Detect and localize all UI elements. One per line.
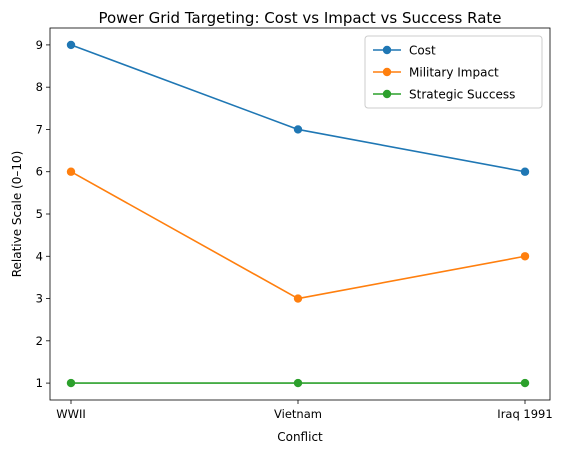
data-point-cost: [520, 167, 530, 176]
y-tick-label: 9: [36, 38, 43, 52]
y-tick-label: 5: [36, 207, 43, 221]
series-layer: [66, 40, 530, 388]
data-point-military-impact: [293, 294, 303, 303]
y-tick-label: 3: [36, 292, 43, 306]
chart-title: Power Grid Targeting: Cost vs Impact vs …: [98, 9, 501, 27]
legend-item-strategic-success: Strategic Success: [373, 88, 515, 102]
legend-item-cost: Cost: [373, 44, 436, 58]
legend-label: Cost: [409, 44, 436, 58]
legend-box: [364, 35, 543, 109]
x-tick-label: WWII: [56, 407, 86, 421]
data-point-strategic-success: [293, 378, 303, 388]
y-tick-label: 8: [36, 80, 43, 94]
data-point-cost: [66, 40, 76, 50]
x-tick-label: Iraq 1991: [497, 407, 552, 421]
series-military-impact: [66, 167, 530, 303]
x-tick-label: Vietnam: [274, 407, 322, 421]
legend-label: Military Impact: [409, 66, 499, 80]
series-line-military-impact: [70, 171, 526, 300]
y-axis-label: Relative Scale (0–10): [10, 151, 24, 278]
y-axis: 1 2 3 4 5 6 7 8 9: [36, 38, 50, 390]
legend: Cost Military Impact Strategic Success: [364, 35, 543, 109]
series-cost: [66, 40, 530, 176]
y-tick-label: 1: [36, 376, 43, 390]
legend-label: Strategic Success: [409, 88, 515, 102]
legend-swatch-marker: [382, 67, 392, 77]
y-tick-label: 6: [36, 165, 43, 179]
data-point-strategic-success: [520, 378, 530, 388]
legend-item-military-impact: Military Impact: [373, 66, 499, 80]
legend-swatch-marker: [382, 45, 392, 55]
data-point-military-impact: [66, 167, 76, 176]
y-tick-label: 2: [36, 334, 43, 348]
data-point-cost: [293, 125, 303, 134]
x-axis: WWII Vietnam Iraq 1991: [56, 400, 553, 421]
data-point-military-impact: [520, 252, 530, 261]
y-tick-label: 7: [36, 122, 43, 136]
y-tick-label: 4: [36, 249, 43, 263]
legend-swatch-marker: [382, 89, 392, 99]
data-point-strategic-success: [66, 378, 76, 388]
x-axis-label: Conflict: [277, 430, 323, 444]
series-strategic-success: [66, 378, 530, 388]
